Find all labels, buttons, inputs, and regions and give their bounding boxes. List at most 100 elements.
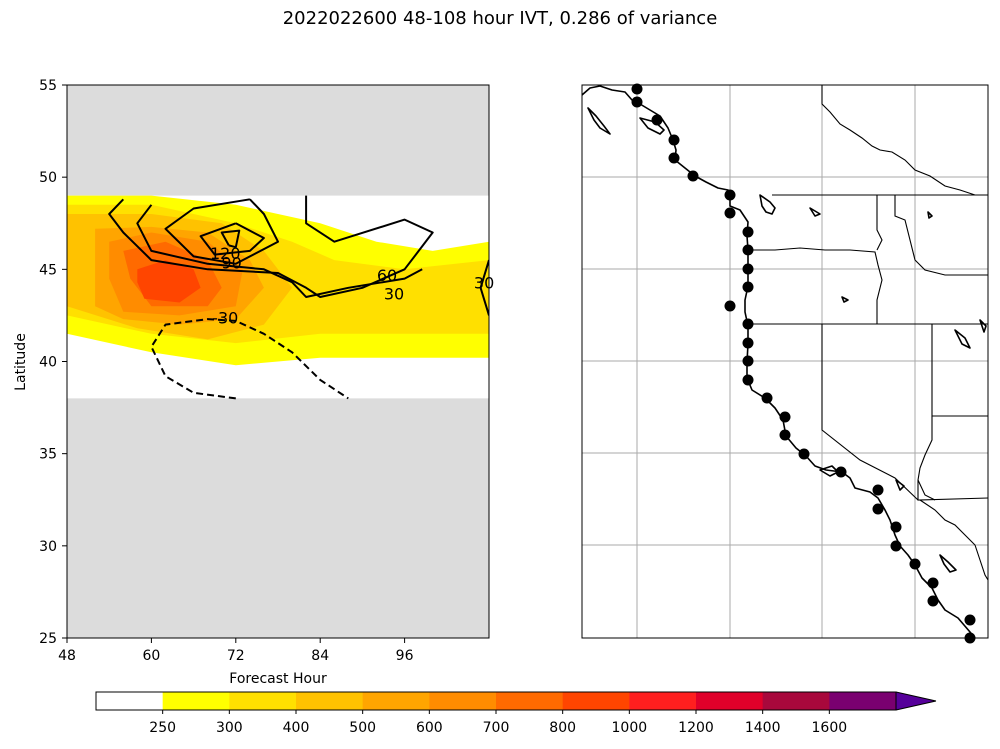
y-tick-label: 40 — [39, 355, 57, 371]
contour-line--30 — [150, 318, 349, 400]
station-point — [798, 448, 810, 460]
contour-label: 60 — [377, 266, 397, 285]
station-point — [742, 318, 754, 330]
station-point — [742, 355, 754, 367]
filled-contour-800 — [137, 260, 201, 303]
colorbar-tick-label: 600 — [416, 720, 443, 736]
colorbar-tick-label: 1400 — [745, 720, 781, 736]
station-point — [872, 484, 884, 496]
station-point — [631, 83, 643, 95]
station-point — [631, 96, 643, 108]
contour-line-120 — [199, 222, 265, 256]
colorbar-tick-label: 1000 — [612, 720, 648, 736]
colorbar-segment — [562, 692, 630, 710]
contour-label: -30 — [212, 309, 238, 328]
colorbar-segment — [96, 692, 164, 710]
contour-label: 30 — [474, 274, 494, 293]
colorbar-tick-label: 800 — [549, 720, 576, 736]
y-tick-label: 55 — [39, 78, 57, 94]
x-axis-ticks: 48 60 72 84 96 — [58, 638, 414, 664]
station-point — [742, 281, 754, 293]
contour-label: 30 — [384, 285, 404, 304]
contour-line-30 — [479, 259, 489, 316]
colorbar-arrow-edge — [895, 700, 937, 711]
colorbar-segment — [296, 692, 364, 710]
figure-title: 2022022600 48-108 hour IVT, 0.286 of var… — [282, 8, 718, 29]
x-tick-label: 84 — [311, 648, 329, 664]
masked-region — [67, 85, 489, 638]
colorbar-tick-label: 400 — [283, 720, 310, 736]
colorbar-tick-label: 500 — [349, 720, 376, 736]
y-tick-label: 50 — [39, 170, 57, 186]
station-point — [742, 263, 754, 275]
y-axis-ticks: 25 30 35 40 45 50 55 — [39, 78, 67, 647]
station-point — [668, 134, 680, 146]
x-tick-label: 96 — [396, 648, 414, 664]
station-point — [890, 540, 902, 552]
colorbar-segment — [362, 692, 430, 710]
station-point — [668, 152, 680, 164]
station-point — [890, 521, 902, 533]
colorbar-arrow-edge — [895, 691, 937, 702]
station-point — [724, 300, 736, 312]
x-axis-label: Forecast Hour — [229, 671, 327, 687]
contour-lines — [108, 195, 489, 400]
colorbar-tick-label: 250 — [149, 720, 176, 736]
contour-line-150 — [220, 229, 241, 249]
y-axis-label: Latitude — [13, 333, 29, 391]
colorbar-segment — [696, 692, 764, 710]
colorbar-segment — [629, 692, 697, 710]
station-point — [742, 244, 754, 256]
station-point — [742, 374, 754, 386]
station-points — [631, 83, 976, 644]
colorbar-segments — [96, 692, 897, 710]
map-gridlines — [582, 85, 988, 638]
political-borders — [747, 85, 988, 581]
y-tick-label: 30 — [39, 539, 57, 555]
colorbar-segment — [162, 692, 230, 710]
colorbar-segment — [229, 692, 297, 710]
station-point — [724, 189, 736, 201]
station-point — [687, 170, 699, 182]
y-tick-label: 35 — [39, 447, 57, 463]
contour-line-90 — [164, 198, 279, 265]
station-point — [779, 429, 791, 441]
station-point — [835, 466, 847, 478]
filled-contours — [67, 195, 489, 366]
station-point — [872, 503, 884, 515]
colorbar-segment — [496, 692, 564, 710]
station-point — [909, 558, 921, 570]
station-point — [724, 207, 736, 219]
station-point — [964, 614, 976, 626]
colorbar-ticks: 250 300 400 500 600 700 800 1000 1200 1400 1600 — [149, 710, 847, 736]
station-point — [779, 411, 791, 423]
contour-line-30 — [108, 195, 434, 298]
masked-band-south — [67, 398, 489, 638]
colorbar-segment — [762, 692, 830, 710]
x-tick-label: 60 — [142, 648, 160, 664]
colorbar-tick-label: 700 — [483, 720, 510, 736]
colorbar-segment — [429, 692, 497, 710]
colorbar: 250 300 400 500 600 700 800 1000 1200 1400 1600 — [95, 691, 937, 736]
masked-band-north — [67, 85, 489, 196]
y-tick-label: 25 — [39, 631, 57, 647]
station-point — [927, 577, 939, 589]
contour-label: 120 — [210, 244, 241, 263]
station-point — [742, 337, 754, 349]
x-tick-label: 72 — [227, 648, 245, 664]
y-tick-label: 45 — [39, 262, 57, 278]
colorbar-segment — [829, 692, 897, 710]
colorbar-tick-label: 300 — [216, 720, 243, 736]
colorbar-extend-arrow — [896, 692, 936, 710]
x-tick-label: 48 — [58, 648, 76, 664]
map-frame — [581, 84, 989, 639]
map-panel — [581, 83, 989, 644]
station-point — [651, 114, 663, 126]
station-point — [927, 595, 939, 607]
station-point — [742, 226, 754, 238]
station-point — [761, 392, 773, 404]
contour-line-60 — [136, 204, 423, 298]
colorbar-tick-label: 1200 — [678, 720, 714, 736]
